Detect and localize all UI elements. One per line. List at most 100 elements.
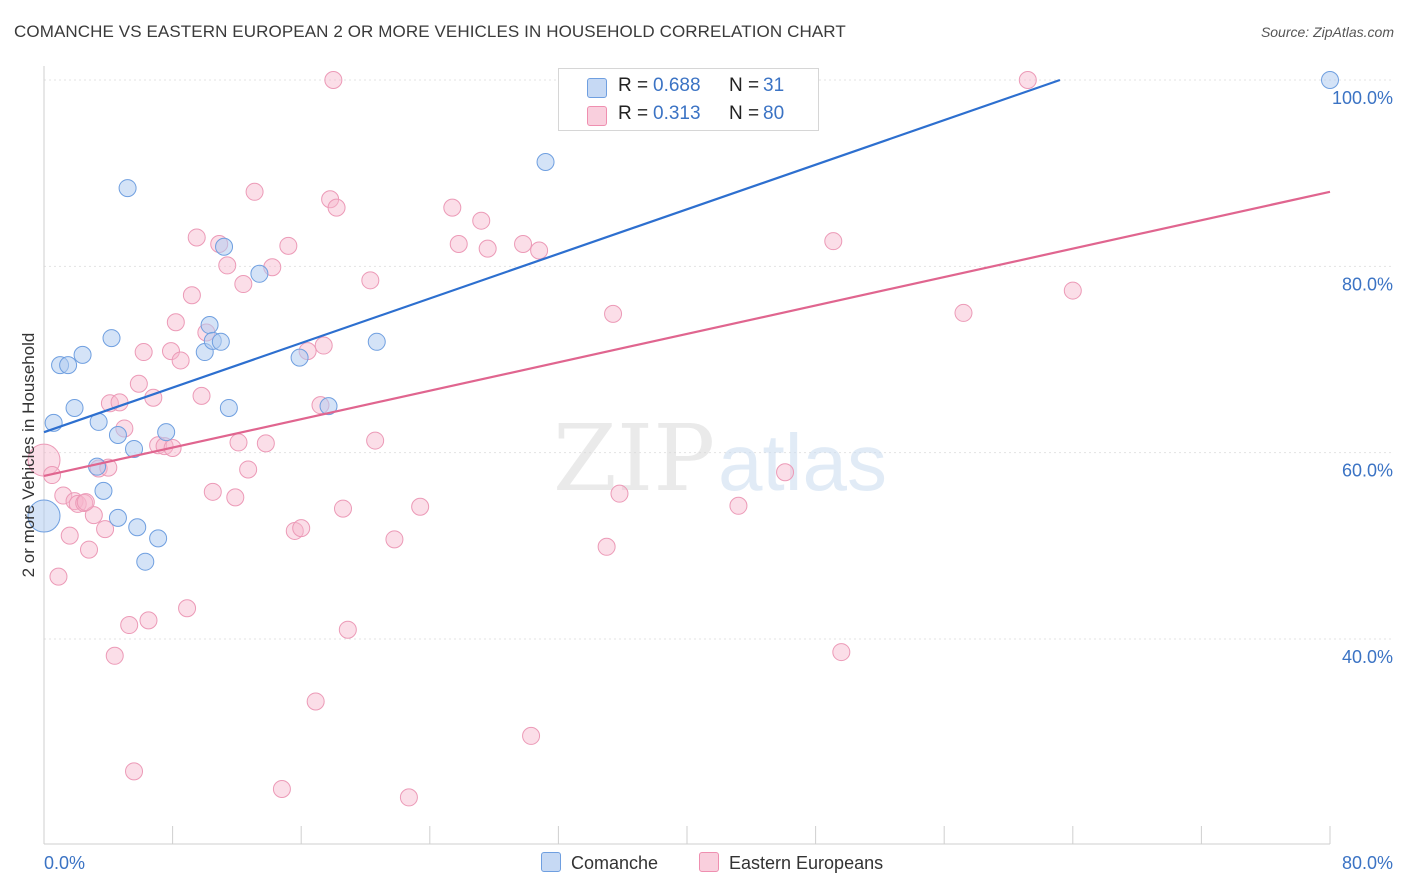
comanche-points — [27, 71, 1339, 571]
eastern-trend-line — [43, 190, 1331, 478]
eastern-point — [530, 241, 549, 260]
comanche-swatch — [587, 78, 607, 98]
comanche-point — [125, 439, 144, 458]
eastern-point — [729, 496, 748, 515]
y-tick-label: 60.0% — [1342, 461, 1393, 481]
comanche-point — [211, 332, 230, 351]
eastern-point — [226, 488, 245, 507]
eastern-point — [187, 228, 206, 247]
watermark: ZIP atlas — [553, 405, 887, 512]
comanche-trend-line — [43, 78, 1061, 434]
eastern-point — [218, 256, 237, 275]
comanche-point — [219, 398, 238, 417]
eastern-point — [385, 530, 404, 549]
eastern-point — [203, 482, 222, 501]
eastern-point — [182, 286, 201, 305]
watermark-zip: ZIP — [553, 405, 715, 512]
eastern-point — [192, 386, 211, 405]
legend-n-value: 31 — [763, 75, 785, 96]
eastern-point — [306, 692, 325, 711]
eastern-point — [1018, 71, 1037, 89]
eastern-point — [166, 313, 185, 332]
eastern-point — [245, 182, 264, 201]
eastern-point — [76, 493, 95, 512]
comanche-point — [94, 481, 113, 500]
source-label: Source: ZipAtlas.com — [1260, 24, 1394, 40]
comanche-point — [102, 329, 121, 348]
eastern-point — [522, 726, 541, 745]
comanche-point — [108, 425, 127, 444]
eastern-point — [338, 620, 357, 639]
x-tick-label-min: 0.0% — [44, 853, 85, 873]
chart-title: COMANCHE VS EASTERN EUROPEAN 2 OR MORE V… — [14, 22, 846, 41]
legend-r-value: 0.313 — [653, 103, 701, 124]
eastern-point — [314, 336, 333, 355]
eastern-point — [54, 486, 73, 505]
eastern-point — [443, 198, 462, 217]
eastern-point — [324, 71, 343, 89]
eastern-point — [256, 434, 275, 453]
eastern-point — [776, 463, 795, 482]
eastern-point — [272, 780, 291, 799]
bottom-legend-eastern: Eastern Europeans — [699, 852, 883, 874]
legend-row-eastern: R = 0.313 N = 80 — [559, 100, 818, 128]
comanche-point — [157, 423, 176, 442]
gridlines — [44, 79, 1392, 640]
eastern-swatch — [587, 106, 607, 126]
y-tick-labels: 40.0% 60.0% 80.0% 100.0% — [1332, 88, 1393, 667]
eastern-points — [27, 71, 1082, 807]
eastern-point — [279, 236, 298, 255]
stats-legend: R = 0.688 N = 31 R = 0.313 N = 80 — [558, 68, 819, 131]
eastern-point — [604, 304, 623, 323]
legend-n-label: N = — [729, 103, 760, 124]
eastern-legend-swatch — [699, 852, 719, 872]
y-tick-label: 40.0% — [1342, 647, 1393, 667]
eastern-point — [75, 493, 94, 512]
eastern-point — [125, 762, 144, 781]
eastern-point — [449, 234, 468, 253]
comanche-point — [200, 316, 219, 335]
y-axis-label: 2 or more Vehicles in Household — [19, 333, 38, 578]
eastern-point — [129, 374, 148, 393]
eastern-point — [327, 198, 346, 217]
eastern-point — [49, 567, 68, 586]
x-ticks — [172, 826, 1331, 844]
eastern-point — [333, 499, 352, 518]
comanche-point — [290, 348, 309, 367]
legend-r-value: 0.688 — [653, 75, 701, 96]
comanche-point — [215, 237, 234, 256]
eastern-point — [229, 433, 248, 452]
comanche-point — [59, 356, 78, 375]
eastern-point — [139, 611, 158, 630]
eastern-point — [239, 460, 258, 479]
eastern-point — [366, 431, 385, 450]
eastern-point — [514, 234, 533, 253]
comanche-point — [136, 552, 155, 571]
eastern-point — [171, 351, 190, 370]
legend-n-label: N = — [729, 75, 760, 96]
eastern-point — [597, 537, 616, 556]
eastern-point — [361, 271, 380, 290]
eastern-point — [84, 506, 103, 525]
comanche-point — [1321, 71, 1339, 89]
eastern-point — [161, 342, 180, 361]
eastern-point — [1063, 281, 1082, 300]
legend-r-label: R = — [618, 75, 649, 96]
eastern-legend-label: Eastern Europeans — [729, 853, 884, 873]
eastern-point — [105, 646, 124, 665]
comanche-point — [108, 508, 127, 527]
comanche-legend-swatch — [541, 852, 561, 872]
eastern-point — [234, 275, 253, 294]
eastern-point — [60, 526, 79, 545]
watermark-atlas: atlas — [718, 418, 887, 507]
trend-lines — [43, 78, 1331, 478]
comanche-point — [367, 332, 386, 351]
eastern-point — [80, 540, 99, 559]
eastern-point — [399, 788, 418, 807]
eastern-point — [832, 643, 851, 662]
eastern-point — [478, 239, 497, 258]
eastern-point — [134, 343, 153, 362]
eastern-point — [411, 497, 430, 516]
bottom-legend-comanche: Comanche — [541, 852, 658, 874]
